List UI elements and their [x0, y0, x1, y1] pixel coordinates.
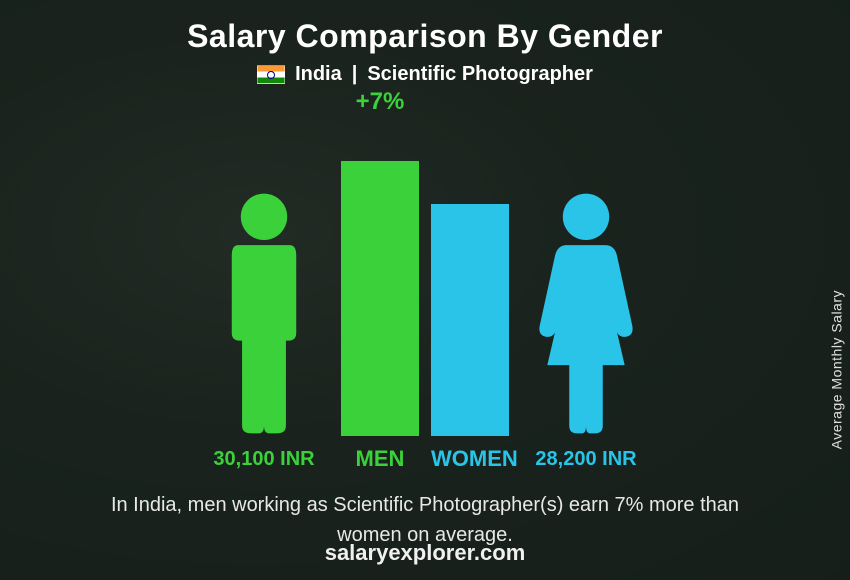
country-label: India	[295, 63, 342, 86]
men-gender-label: MEN	[341, 446, 419, 472]
subtitle-row: India | Scientific Photographer	[0, 63, 850, 86]
women-salary-label: 28,200 INR	[521, 448, 651, 471]
y-axis-label: Average Monthly Salary	[828, 290, 844, 449]
india-flag-icon	[257, 65, 285, 84]
men-salary-label: 30,100 INR	[199, 448, 329, 471]
man-icon	[199, 191, 329, 436]
comparison-chart: +7%	[145, 116, 705, 436]
woman-icon	[521, 191, 651, 436]
women-bar	[431, 204, 509, 436]
page-title: Salary Comparison By Gender	[0, 0, 850, 55]
separator: |	[352, 63, 358, 86]
men-bar	[341, 161, 419, 436]
delta-label: +7%	[356, 88, 405, 116]
men-bar-col: +7%	[341, 116, 419, 436]
women-figure-col	[521, 191, 651, 436]
source-footer: salaryexplorer.com	[0, 540, 850, 566]
job-title-label: Scientific Photographer	[367, 63, 593, 86]
labels-row: 30,100 INR MEN WOMEN 28,200 INR	[145, 446, 705, 472]
women-gender-label: WOMEN	[431, 446, 509, 472]
women-bar-col	[431, 116, 509, 436]
men-figure-col	[199, 191, 329, 436]
